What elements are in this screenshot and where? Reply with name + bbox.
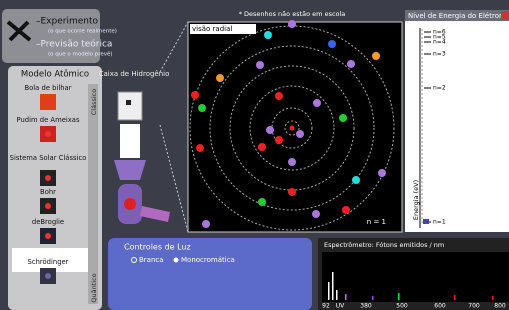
model-name[interactable]: Pudim de Ameixas bbox=[17, 116, 80, 124]
model-icon-dot bbox=[45, 131, 51, 137]
spectrum-line bbox=[492, 296, 494, 300]
photon bbox=[342, 206, 350, 214]
energy-axis-label: Energia (eV) bbox=[412, 180, 420, 220]
photon bbox=[275, 136, 283, 144]
model-icon-dot bbox=[45, 233, 51, 239]
photon bbox=[312, 210, 320, 218]
electron-marker bbox=[423, 219, 429, 224]
photon bbox=[198, 104, 206, 112]
spectrum-tick: 700 bbox=[468, 303, 480, 310]
photon bbox=[347, 60, 355, 68]
slider-label: Clássico bbox=[90, 89, 98, 115]
photon bbox=[266, 126, 274, 134]
spectrum-tick: 800 bbox=[494, 303, 506, 310]
spectrum-tick: 500 bbox=[396, 303, 408, 310]
model-name[interactable]: deBroglie bbox=[32, 218, 64, 226]
photon bbox=[288, 188, 296, 196]
energy-level-label: n=1 bbox=[433, 219, 446, 226]
slider-track bbox=[88, 84, 98, 304]
gun-light bbox=[124, 198, 136, 210]
light-title: Controles de Luz bbox=[124, 243, 191, 252]
light-beam bbox=[120, 124, 140, 158]
legend-experiment: –Experimento bbox=[36, 17, 99, 27]
photon bbox=[328, 40, 336, 48]
radio[interactable] bbox=[174, 258, 179, 263]
spectrum-line bbox=[345, 294, 347, 300]
model-icon-dot bbox=[45, 175, 51, 181]
energy-title: Nível de Energia do Elétron bbox=[408, 12, 503, 20]
photon bbox=[191, 91, 199, 99]
spectrum-line bbox=[332, 272, 334, 300]
spectrometer-title: Espectrômetro: Fótons emitidos / nm bbox=[324, 241, 444, 249]
energy-panel bbox=[405, 10, 509, 232]
photon bbox=[258, 198, 266, 206]
photon bbox=[296, 130, 304, 138]
view-dropdown-text[interactable]: visão radial bbox=[192, 25, 232, 33]
photon bbox=[288, 20, 296, 28]
model-icon-dot bbox=[45, 273, 51, 279]
spectrum-tick: 600 bbox=[434, 303, 446, 310]
photon bbox=[288, 158, 296, 166]
box-marker bbox=[126, 100, 131, 105]
spectrum-tick: 92 bbox=[322, 303, 330, 310]
close-button[interactable] bbox=[501, 11, 509, 20]
box-label: Caixa de Hidrogênio bbox=[99, 70, 170, 78]
model-name[interactable]: Bola de bilhar bbox=[24, 84, 71, 92]
photon bbox=[352, 176, 360, 184]
state-label: n = 1 bbox=[367, 218, 386, 226]
photon bbox=[372, 52, 380, 60]
model-icon-dot bbox=[45, 99, 51, 105]
scale-note: * Desenhos não estão em escola bbox=[239, 10, 346, 18]
model-name[interactable]: Schrödinger bbox=[28, 258, 69, 266]
photon bbox=[202, 220, 210, 228]
model-name[interactable]: Sistema Solar Clássico bbox=[10, 154, 87, 162]
spectrometer-display bbox=[322, 252, 509, 302]
legend-note: (o que o modelo prevê) bbox=[48, 51, 113, 58]
photon bbox=[339, 114, 347, 122]
energy-level-label: n=4 bbox=[433, 39, 446, 46]
legend-note: (o que ocorre realmente) bbox=[48, 29, 117, 35]
spectrum-line bbox=[454, 295, 456, 300]
energy-level-label: n=3 bbox=[433, 51, 446, 58]
energy-level-label: n=2 bbox=[433, 85, 446, 92]
slider-label: Quântico bbox=[90, 273, 98, 302]
photon bbox=[378, 169, 386, 177]
photon bbox=[258, 143, 266, 151]
photon bbox=[313, 99, 321, 107]
nucleus bbox=[290, 126, 295, 131]
spectrum-line bbox=[328, 282, 330, 300]
model-name[interactable]: Bohr bbox=[40, 188, 56, 196]
photon bbox=[275, 92, 283, 100]
spectrum-tick: UV bbox=[336, 303, 345, 310]
spectrum-tick: 380 bbox=[360, 303, 372, 310]
spectrum-line bbox=[336, 290, 338, 300]
model-icon-dot bbox=[45, 203, 51, 209]
photon bbox=[216, 74, 224, 82]
radio-label[interactable]: Branca bbox=[139, 256, 164, 264]
photon bbox=[264, 31, 272, 39]
simulation: –Experimento (o que ocorre realmente) –P… bbox=[0, 0, 509, 310]
spectrum-line bbox=[372, 296, 374, 300]
photon bbox=[196, 144, 204, 152]
photon bbox=[256, 61, 264, 69]
models-title: Modelo Atômico bbox=[21, 69, 89, 80]
radio-label[interactable]: Monocromática bbox=[181, 256, 235, 264]
hydrogen-box bbox=[118, 92, 142, 120]
legend-prediction: –Previsão teórica bbox=[36, 39, 112, 50]
atom-view bbox=[188, 22, 402, 232]
spectrum-line bbox=[398, 293, 400, 300]
